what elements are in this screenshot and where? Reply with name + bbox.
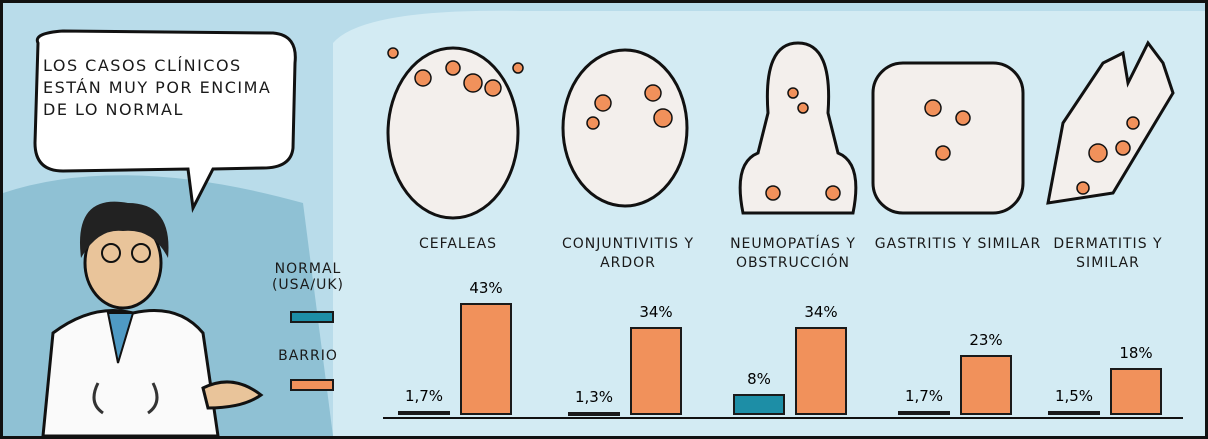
category-label: CONJUNTIVITIS Y ARDOR xyxy=(543,235,713,273)
comic-panel: LOS CASOS CLÍNICOS ESTÁN MUY POR ENCIMA … xyxy=(0,0,1208,439)
category-label: GASTRITIS Y SIMILAR xyxy=(873,235,1043,254)
value-label: 1,5% xyxy=(1044,387,1104,405)
bar xyxy=(1048,411,1100,415)
value-label: 34% xyxy=(791,303,851,321)
bar xyxy=(733,394,785,415)
category-label: DERMATITIS Y SIMILAR xyxy=(1023,235,1193,273)
legend-label: NORMAL (USA/UK) xyxy=(258,261,358,293)
value-label: 1,7% xyxy=(394,387,454,405)
bar xyxy=(398,411,450,415)
speech-text: LOS CASOS CLÍNICOS ESTÁN MUY POR ENCIMA … xyxy=(43,55,293,121)
bar xyxy=(630,327,682,415)
legend-swatch xyxy=(290,311,334,323)
bar xyxy=(898,411,950,415)
value-label: 8% xyxy=(729,370,789,388)
bar xyxy=(960,355,1012,415)
legend-swatch xyxy=(290,379,334,391)
value-label: 43% xyxy=(456,279,516,297)
value-label: 18% xyxy=(1106,344,1166,362)
value-label: 34% xyxy=(626,303,686,321)
legend-label: BARRIO xyxy=(258,348,358,364)
bar xyxy=(1110,368,1162,415)
value-label: 1,7% xyxy=(894,387,954,405)
value-label: 1,3% xyxy=(564,388,624,406)
bar xyxy=(460,303,512,415)
bar xyxy=(795,327,847,415)
category-label: NEUMOPATÍAS Y OBSTRUCCIÓN xyxy=(708,235,878,273)
bar xyxy=(568,412,620,416)
category-label: CEFALEAS xyxy=(373,235,543,254)
value-label: 23% xyxy=(956,331,1016,349)
